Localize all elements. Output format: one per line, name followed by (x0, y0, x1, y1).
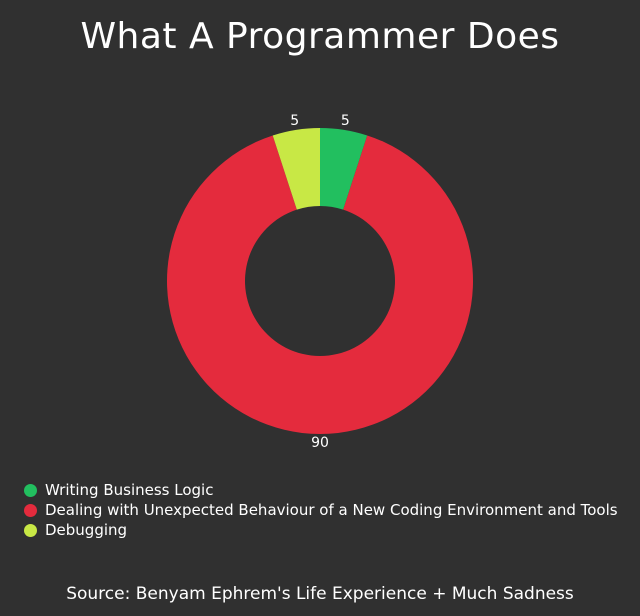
source-note: Source: Benyam Ephrem's Life Experience … (66, 584, 574, 604)
legend-swatch (24, 503, 37, 517)
data-label-dealing-with-unexpected-behaviour-of-a-new-coding-environment-and-tools: 90 (311, 435, 329, 451)
chart-title: What A Programmer Does (80, 16, 560, 57)
legend-item-debugging[interactable]: Debugging (24, 520, 618, 540)
data-label-writing-business-logic: 5 (341, 113, 350, 129)
legend-item-writing-business-logic[interactable]: Writing Business Logic (24, 480, 618, 500)
data-labels: 5 90 5 (290, 113, 350, 451)
legend-swatch (24, 483, 37, 497)
legend: Writing Business Logic Dealing with Unex… (24, 480, 618, 540)
donut-slices (167, 128, 474, 435)
legend-item-dealing-with-unexpected-behaviour[interactable]: Dealing with Unexpected Behaviour of a N… (24, 500, 618, 520)
legend-swatch (24, 523, 37, 537)
legend-label: Writing Business Logic (45, 481, 214, 499)
slice-writing-business-logic[interactable] (320, 128, 368, 210)
slice-debugging[interactable] (272, 128, 320, 210)
legend-label: Debugging (45, 521, 128, 539)
legend-label: Dealing with Unexpected Behaviour of a N… (45, 501, 618, 519)
slice-dealing-with-unexpected-behaviour-of-a-new-coding-environment-and-tools[interactable] (167, 135, 474, 435)
data-label-debugging: 5 (290, 113, 299, 129)
